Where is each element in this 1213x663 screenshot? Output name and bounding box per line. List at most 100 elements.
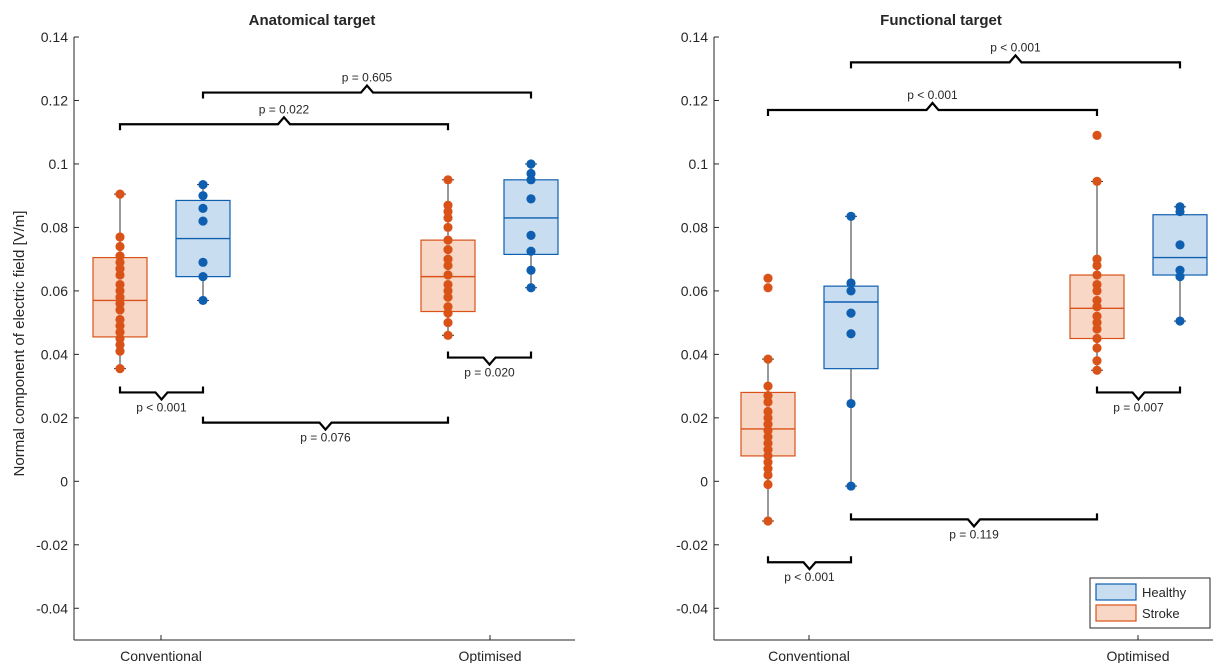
data-point — [115, 257, 125, 267]
significance-bracket — [766, 556, 853, 571]
data-point — [763, 479, 773, 490]
y-tick-label: -0.04 — [676, 600, 708, 616]
y-tick-label: 0.12 — [41, 92, 68, 108]
box-healthy-optimised — [1152, 202, 1208, 326]
p-value-label: p < 0.001 — [990, 40, 1041, 54]
data-point — [846, 278, 856, 288]
y-tick-label: 0.04 — [681, 346, 708, 362]
panel-title: Functional target — [880, 12, 1002, 29]
data-point — [115, 241, 125, 252]
data-point — [1092, 279, 1102, 290]
data-point — [763, 457, 773, 467]
legend-label-healthy: Healthy — [1142, 585, 1187, 600]
data-point — [115, 286, 125, 296]
data-point — [763, 406, 773, 417]
data-point — [115, 346, 125, 356]
data-point — [763, 432, 773, 442]
data-point — [1092, 260, 1102, 271]
data-point — [763, 413, 773, 423]
data-point — [1175, 202, 1185, 212]
legend: Healthy Stroke — [1089, 577, 1211, 629]
data-point — [115, 298, 125, 309]
significance-bracket — [201, 83, 533, 99]
significance-bracket — [849, 53, 1182, 69]
p-value-label: p = 0.007 — [1113, 400, 1164, 414]
data-point — [198, 216, 208, 226]
data-point — [443, 206, 453, 217]
data-point — [526, 246, 536, 256]
data-point — [443, 254, 453, 264]
data-point — [443, 292, 453, 302]
significance-bracket — [118, 386, 205, 402]
data-point — [443, 222, 453, 233]
data-point — [526, 168, 536, 179]
data-point — [763, 425, 773, 436]
data-point — [763, 283, 773, 293]
data-point — [526, 159, 536, 169]
y-tick-label: 0.08 — [681, 219, 708, 235]
data-point — [115, 189, 125, 199]
x-tick-label: Conventional — [120, 648, 202, 663]
data-point — [1092, 176, 1102, 187]
box-iqr — [823, 285, 879, 370]
significance-bracket — [766, 101, 1099, 116]
data-point — [1092, 318, 1102, 328]
y-tick-label: 0.12 — [681, 92, 708, 108]
box-stroke-conventional — [740, 273, 796, 526]
data-point — [763, 451, 773, 461]
significance-bracket — [446, 351, 533, 367]
legend-swatch-stroke — [1095, 604, 1137, 622]
data-point — [198, 295, 208, 306]
data-point — [115, 340, 125, 350]
data-point — [763, 397, 773, 407]
data-point — [846, 398, 856, 409]
data-point — [763, 381, 773, 391]
data-point — [1092, 343, 1102, 353]
y-tick-label: 0.06 — [681, 283, 708, 299]
y-tick-label: -0.04 — [36, 600, 68, 616]
y-tick-label: 0.1 — [689, 156, 709, 172]
data-point — [115, 314, 125, 325]
data-point — [443, 245, 453, 255]
x-tick-label: Optimised — [458, 648, 521, 663]
data-point — [526, 230, 536, 240]
y-tick-label: 0.14 — [681, 29, 708, 45]
p-value-label: p < 0.001 — [136, 400, 187, 414]
significance-bracket — [118, 115, 450, 131]
y-axis-label: Normal component of electric field [V/m] — [11, 211, 28, 477]
y-tick-label: 0 — [700, 473, 708, 489]
box-healthy-conventional — [175, 179, 231, 306]
data-point — [846, 329, 856, 339]
data-point — [846, 308, 856, 318]
data-point — [1092, 365, 1102, 375]
data-point — [115, 364, 125, 374]
data-point — [443, 318, 453, 328]
data-point — [1092, 270, 1102, 280]
data-point — [763, 354, 773, 364]
box-healthy-conventional — [823, 211, 879, 491]
box-stroke-conventional — [92, 189, 148, 374]
data-point — [846, 481, 856, 491]
legend-label-stroke: Stroke — [1142, 606, 1180, 621]
data-point — [115, 292, 125, 302]
data-point — [763, 464, 773, 474]
data-point — [1092, 333, 1102, 344]
data-point — [115, 264, 125, 274]
p-value-label: p < 0.001 — [907, 88, 958, 102]
p-value-label: p = 0.119 — [949, 527, 999, 541]
data-point — [526, 265, 536, 275]
data-point — [443, 175, 453, 185]
data-point — [198, 272, 208, 282]
data-point — [198, 179, 208, 190]
data-point — [443, 213, 453, 223]
data-point — [1092, 302, 1102, 312]
data-point — [1092, 311, 1102, 321]
data-point — [763, 391, 773, 401]
legend-swatch-healthy — [1095, 583, 1137, 601]
data-point — [115, 251, 125, 261]
box-iqr — [503, 179, 559, 255]
data-point — [443, 279, 453, 290]
data-point — [443, 286, 453, 296]
data-point — [1092, 286, 1102, 296]
